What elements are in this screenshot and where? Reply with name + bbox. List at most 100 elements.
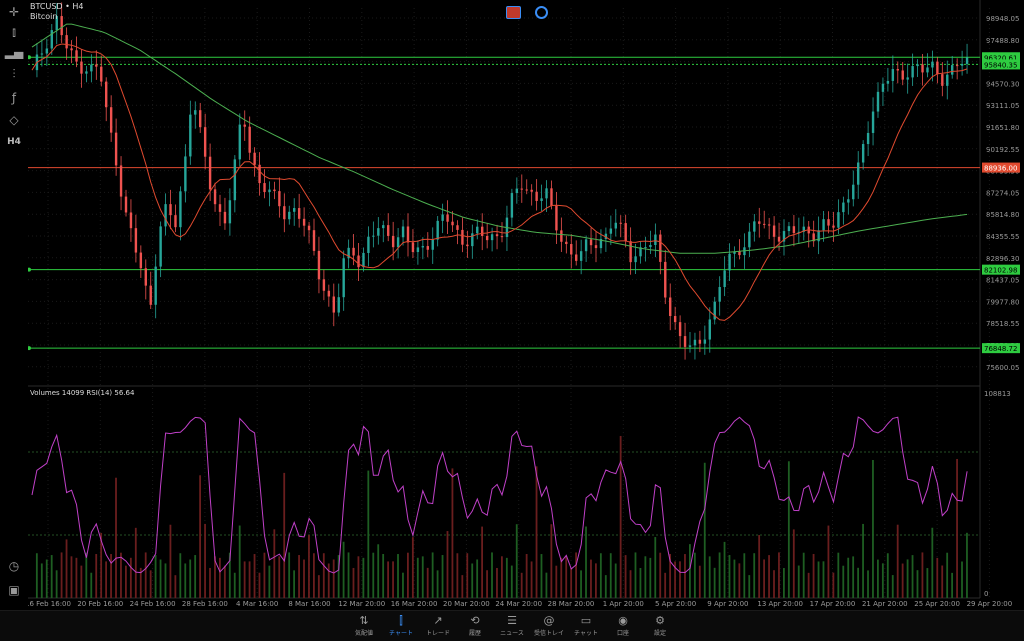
candle-body (530, 189, 533, 192)
volume-bar (357, 556, 360, 598)
candles-icon[interactable]: ⫾ (12, 24, 16, 39)
candle-body (604, 233, 608, 239)
nav-label: 受信トレイ (533, 630, 564, 637)
volume-bar (382, 554, 385, 598)
volume-bar (768, 555, 770, 598)
nav-item[interactable]: ☰ ニュース (494, 613, 530, 637)
volume-bar (273, 529, 276, 598)
candle-body (861, 144, 865, 163)
candle-body (258, 164, 261, 184)
volume-axis-bottom: 0 (984, 590, 988, 598)
candle-body (194, 110, 197, 115)
volume-bar (881, 563, 884, 598)
volume-bar (308, 534, 310, 598)
candle-body (669, 297, 672, 316)
candle-body (411, 242, 415, 253)
one-click-trading-icon[interactable] (506, 6, 521, 19)
candle-body (545, 188, 548, 199)
candle-body (149, 285, 152, 305)
indicators-icon[interactable]: ⫶ (12, 66, 16, 81)
time-tick-label: 1 Apr 20:00 (603, 600, 644, 608)
volume-bar (783, 568, 785, 598)
candle-body (114, 132, 118, 166)
bars-icon[interactable]: ▂▄ (4, 45, 24, 59)
candle-body (456, 225, 459, 230)
function-icon[interactable]: ƒ (11, 91, 17, 105)
clock-icon[interactable] (535, 6, 548, 19)
volume-bar (322, 553, 325, 598)
candle-body (396, 237, 400, 248)
candle-body (490, 234, 494, 241)
nav-item[interactable]: ⫿ チャート (383, 613, 419, 637)
volume-bar (748, 575, 751, 598)
volume-bar (60, 552, 63, 598)
volume-bar (872, 460, 874, 598)
price-tag-bg (982, 264, 1020, 275)
moving-average-fast (31, 43, 968, 321)
volume-bar (288, 552, 291, 598)
candle-body (481, 226, 484, 236)
crosshair-icon[interactable]: ✛ (8, 5, 20, 19)
objects-icon[interactable]: ◇ (9, 113, 19, 127)
volume-bar (580, 570, 582, 598)
price-tick-label: 87274.05 (986, 189, 1019, 197)
time-tick-label: 13 Apr 20:00 (757, 600, 803, 608)
candle-body (802, 226, 805, 232)
symbol-description: Bitcoin (30, 12, 58, 21)
nav-item[interactable]: ⚙ 設定 (642, 613, 678, 637)
volume-bar (95, 554, 98, 598)
nav-item[interactable]: ⟲ 履歴 (457, 613, 493, 637)
nav-label: チャート (389, 630, 413, 637)
nav-item[interactable]: ↗ トレード (420, 613, 456, 637)
layout-icon[interactable]: ▣ (8, 583, 20, 597)
candle-body (708, 319, 711, 340)
candle-body (154, 266, 157, 305)
nav-item[interactable]: ⇅ 気配値 (346, 613, 382, 637)
candle-body (352, 247, 355, 256)
candle-body (327, 290, 331, 297)
nav-label: 履歴 (468, 630, 481, 637)
timeframe-button[interactable]: H4 (7, 137, 21, 147)
volume-bar (847, 557, 850, 598)
nav-icon: ⫿ (399, 614, 403, 627)
nav-item[interactable]: ▭ チャット (568, 613, 604, 637)
time-tick-label: 17 Apr 20:00 (810, 600, 856, 608)
volume-bar (956, 458, 958, 598)
candle-body (847, 199, 850, 203)
volume-bar (65, 539, 68, 598)
volume-bar (797, 565, 800, 598)
volume-bar (644, 556, 647, 598)
volume-bar (154, 555, 157, 598)
volume-bar (219, 557, 221, 598)
candle-body (297, 208, 301, 219)
history-icon[interactable]: ◷ (8, 559, 20, 573)
volume-bar (515, 524, 518, 598)
volume-bar (139, 567, 142, 598)
volume-bar (941, 565, 944, 598)
volume-bar (520, 572, 523, 598)
volume-bar (916, 570, 919, 598)
candle-body (589, 239, 593, 246)
volume-bar (377, 544, 380, 598)
nav-item[interactable]: @ 受信トレイ (531, 613, 567, 637)
candle-body (223, 211, 227, 224)
volume-bar (664, 572, 667, 598)
price-chart[interactable]: 98948.0597488.8096029.5594570.3093111.05… (0, 0, 1024, 610)
volume-bar (966, 532, 968, 598)
volume-bar (832, 572, 835, 598)
nav-item[interactable]: ◉ 口座 (605, 613, 641, 637)
volume-bar (496, 567, 498, 598)
candle-body (208, 156, 212, 190)
volume-bar (204, 523, 206, 598)
chart-top-icons (506, 6, 548, 19)
candle-body (891, 69, 895, 81)
candle-body (95, 64, 98, 67)
volume-bar (570, 567, 573, 598)
volume-bar (951, 572, 954, 598)
candle-body (565, 241, 568, 245)
candle-body (515, 188, 519, 194)
volume-bar (189, 559, 192, 598)
volume-bar (268, 565, 271, 598)
volume-bar (129, 557, 132, 598)
candle-body (288, 211, 291, 220)
